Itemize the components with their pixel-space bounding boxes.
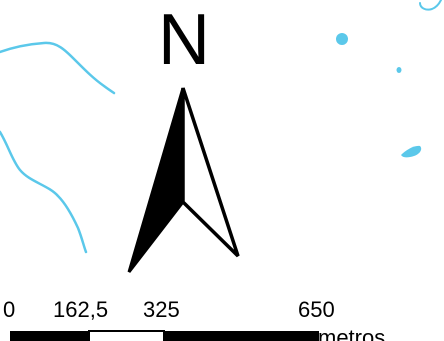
river-top-right	[419, 0, 442, 11]
scale-tick-label: 162,5	[53, 297, 109, 322]
scale-segment-3	[164, 331, 319, 341]
north-label: N	[158, 0, 210, 80]
scale-segment-1	[10, 331, 89, 341]
scale-tick-label: 0	[3, 297, 16, 322]
lake-north	[336, 33, 348, 45]
scale-unit-label: metros	[318, 325, 386, 341]
scale-segment-2	[88, 330, 165, 341]
river-west	[0, 130, 88, 254]
lake-south-east	[401, 145, 422, 158]
scale-tick-label: 325	[143, 297, 180, 322]
river-north-west	[0, 41, 116, 95]
scale-tick-label: 650	[298, 297, 335, 322]
lake-east	[396, 67, 402, 73]
